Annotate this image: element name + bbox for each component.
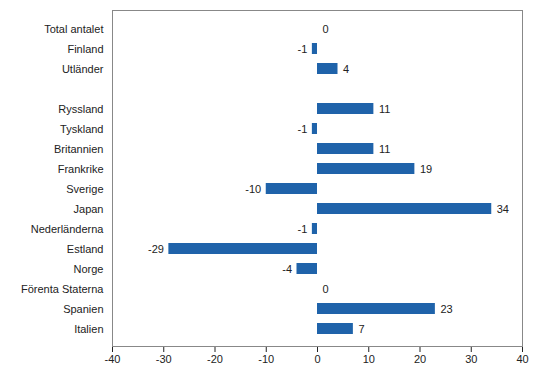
svg-text:Total antalet: Total antalet	[44, 23, 103, 35]
svg-text:Britannien: Britannien	[54, 143, 104, 155]
svg-text:Spanien: Spanien	[63, 303, 103, 315]
svg-text:-4: -4	[282, 263, 292, 275]
svg-text:23: 23	[440, 303, 452, 315]
svg-text:11: 11	[379, 103, 390, 115]
svg-text:20: 20	[414, 353, 426, 365]
svg-text:-40: -40	[105, 353, 121, 365]
svg-text:-20: -20	[207, 353, 223, 365]
svg-text:19: 19	[420, 163, 432, 175]
svg-text:4: 4	[343, 63, 349, 75]
svg-text:0: 0	[314, 353, 320, 365]
svg-text:Utländer: Utländer	[62, 63, 104, 75]
svg-text:10: 10	[363, 353, 375, 365]
svg-text:Nederländerna: Nederländerna	[31, 223, 105, 235]
svg-text:Italien: Italien	[74, 323, 103, 335]
svg-text:Tyskland: Tyskland	[60, 123, 103, 135]
svg-text:7: 7	[358, 323, 364, 335]
svg-text:-10: -10	[258, 353, 274, 365]
svg-text:Norge: Norge	[74, 263, 104, 275]
svg-text:0: 0	[323, 283, 329, 295]
svg-text:30: 30	[465, 353, 477, 365]
svg-text:11: 11	[379, 143, 390, 155]
svg-text:-1: -1	[298, 123, 308, 135]
svg-text:-29: -29	[148, 243, 164, 255]
svg-text:-10: -10	[245, 183, 261, 195]
svg-text:34: 34	[497, 203, 509, 215]
svg-text:-1: -1	[298, 43, 308, 55]
svg-text:Ryssland: Ryssland	[58, 103, 103, 115]
svg-text:Frankrike: Frankrike	[58, 163, 104, 175]
svg-text:Japan: Japan	[74, 203, 104, 215]
svg-text:0: 0	[323, 23, 329, 35]
svg-text:Förenta Staterna: Förenta Staterna	[21, 283, 104, 295]
svg-text:40: 40	[516, 353, 528, 365]
svg-text:Estland: Estland	[67, 243, 104, 255]
svg-text:Finland: Finland	[67, 43, 103, 55]
svg-text:-1: -1	[298, 223, 308, 235]
svg-text:Sverige: Sverige	[66, 183, 103, 195]
svg-text:-30: -30	[156, 353, 172, 365]
